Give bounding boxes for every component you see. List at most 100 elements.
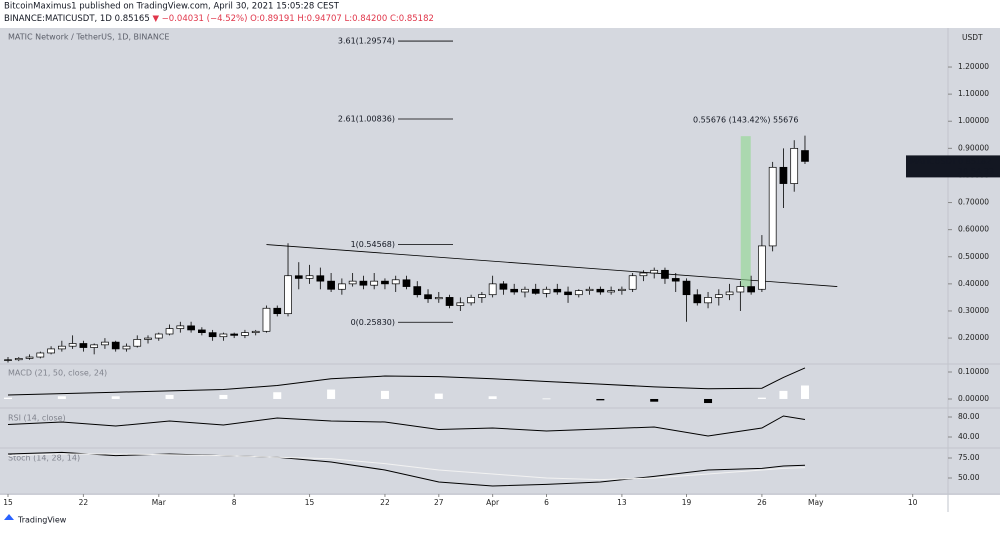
candle-body — [747, 286, 755, 293]
candle-body — [370, 280, 379, 286]
candle-body — [90, 344, 99, 348]
candle-body — [381, 280, 389, 285]
y-tick-label: 1.10000 — [958, 89, 989, 98]
histogram-bar — [111, 396, 120, 399]
y-tick-label: 1.00000 — [958, 116, 989, 125]
y-tick-label: 0.00000 — [958, 394, 989, 403]
candle-body — [111, 341, 120, 350]
last-price-label: 0.85182 — [958, 157, 991, 166]
pane-title: Stoch (14, 28, 14) — [8, 454, 80, 463]
last: 0.85165 — [115, 14, 150, 24]
candle-body — [553, 288, 562, 293]
ohlc: O:0.89191 H:0.94707 L:0.84200 C:0.85182 — [250, 14, 434, 24]
y-unit: USDT — [962, 33, 983, 42]
x-tick-label: 19 — [682, 498, 692, 507]
x-tick-label: 26 — [757, 498, 767, 507]
brand: TradingView — [17, 516, 67, 525]
measure-range — [740, 136, 751, 288]
candle-body — [768, 166, 777, 247]
y-tick-label: 0.70000 — [958, 198, 989, 207]
candle-body — [488, 283, 497, 296]
histogram-bar — [327, 389, 336, 399]
candle-body — [779, 166, 788, 184]
x-tick-label: 6 — [544, 498, 549, 507]
histogram-bar — [800, 385, 809, 399]
candle-body — [230, 333, 239, 336]
symbol-info: BINANCE:MATICUSDT, 1D 0.85165 ▼ −0.04031… — [4, 14, 434, 24]
y-tick-label: 0.30000 — [958, 306, 989, 315]
candle-body — [36, 352, 45, 358]
x-tick-label: 27 — [434, 498, 444, 507]
candle-body — [650, 269, 659, 274]
candle-body — [564, 291, 572, 296]
x-tick-label: Mar — [152, 498, 167, 507]
histogram-bar — [273, 392, 282, 399]
candle-body — [607, 290, 615, 293]
y-tick-label: 0.10000 — [958, 367, 989, 376]
candle-body — [14, 358, 23, 361]
candle-body — [628, 275, 637, 290]
fib-label: 3.61(1.29574) — [338, 37, 395, 46]
last-price-box — [906, 155, 1000, 178]
candle-body — [219, 333, 228, 338]
candle-body — [542, 288, 551, 294]
candle-body — [714, 294, 723, 298]
y-tick-label: 0.90000 — [958, 143, 989, 152]
y-tick-label: 0.40000 — [958, 279, 989, 288]
candle-body — [531, 288, 540, 294]
candle-body — [424, 294, 432, 300]
y-tick-label: 50.00 — [958, 473, 980, 482]
y-tick-label: 0.20000 — [958, 333, 989, 342]
price-axis — [948, 28, 1000, 495]
y-tick-label: 0.50000 — [958, 252, 989, 261]
histogram-bar — [57, 396, 66, 399]
histogram-bar — [219, 394, 228, 399]
indicator-line — [7, 453, 805, 481]
x-tick-label: 15 — [3, 498, 13, 507]
candle-body — [413, 286, 422, 296]
candle-body — [241, 332, 249, 336]
histogram-bar — [488, 396, 497, 399]
candle-body — [154, 333, 163, 339]
histogram-bar — [165, 394, 174, 399]
last-price-symbol: MATICUSDT — [910, 157, 957, 166]
chart-area — [0, 28, 948, 495]
pane-title: MACD (21, 50, close, 24) — [8, 369, 107, 378]
fib-label: 0(0.25830) — [351, 318, 395, 327]
candle-body — [736, 286, 745, 293]
candle-body — [47, 348, 55, 354]
candle-body — [682, 280, 691, 296]
candle-body — [25, 356, 34, 359]
indicator-line — [7, 367, 806, 396]
histogram-bar — [4, 397, 13, 399]
candle-body — [456, 302, 465, 306]
candle-body — [251, 330, 260, 333]
candle-body — [68, 343, 77, 347]
candle-body — [122, 345, 131, 350]
candle-body — [478, 294, 486, 298]
y-tick-label: 0.60000 — [958, 225, 989, 234]
candle-body — [262, 307, 271, 332]
candle-body — [338, 283, 346, 290]
candle-body — [58, 345, 66, 350]
y-tick-label: 40.00 — [958, 432, 980, 441]
candle-body — [585, 288, 594, 291]
histogram-bar — [650, 398, 659, 402]
candle-body — [273, 307, 282, 315]
candle-body — [144, 337, 152, 340]
countdown: 10:54:33 — [958, 167, 994, 176]
candle-body — [4, 359, 12, 361]
candle-body — [208, 332, 217, 338]
histogram-bar — [380, 390, 389, 399]
candle-body — [165, 328, 174, 335]
fib-label: 1(0.54568) — [351, 240, 395, 249]
histogram-bar — [434, 393, 443, 399]
candle-body — [305, 275, 314, 279]
candle-body — [176, 325, 185, 329]
candle-body — [510, 288, 519, 293]
candle-body — [316, 275, 325, 282]
x-tick-label: 22 — [79, 498, 89, 507]
pane-title: MATIC Network / TetherUS, 1D, BINANCE — [8, 33, 169, 42]
change: ▼ −0.04031 (−4.52%) — [152, 14, 247, 24]
candle-body — [521, 288, 529, 293]
